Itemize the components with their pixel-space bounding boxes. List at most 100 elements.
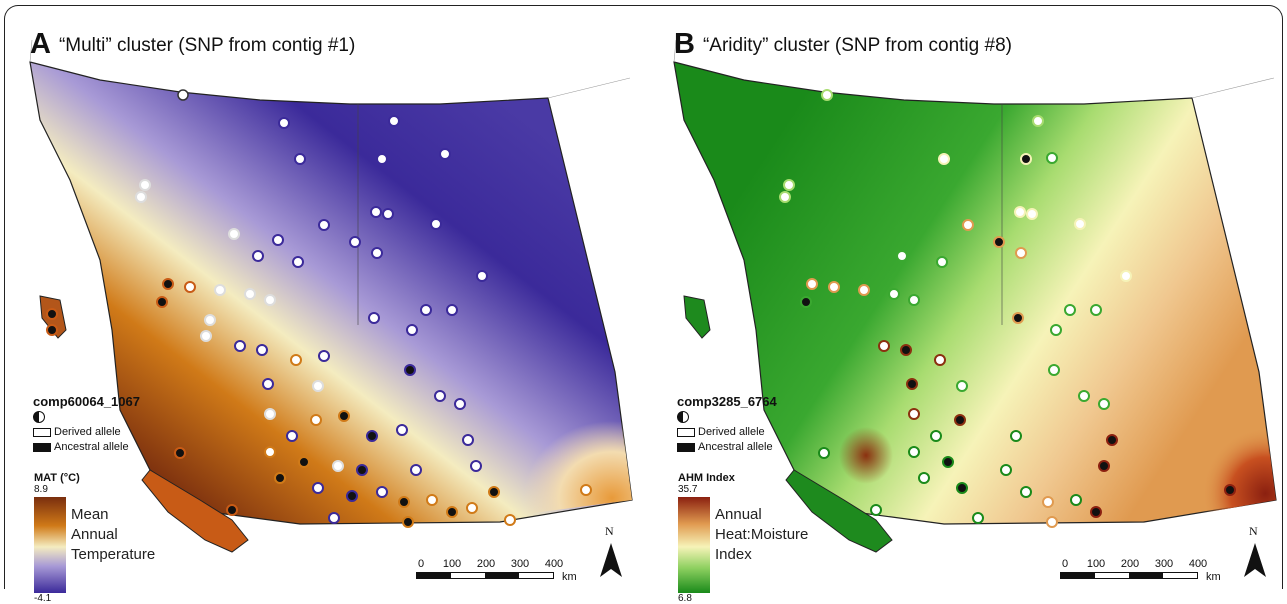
sample-point xyxy=(1070,494,1082,506)
sample-point xyxy=(177,89,189,101)
ancestral-swatch xyxy=(33,442,51,452)
sample-point xyxy=(1000,464,1012,476)
scale-tick: 400 xyxy=(1188,558,1208,570)
sample-point xyxy=(954,414,966,426)
scale-tick: 100 xyxy=(1086,558,1106,570)
legend-ancestral: Ancestral allele xyxy=(677,441,867,453)
sample-point xyxy=(398,496,410,508)
sample-point xyxy=(900,344,912,356)
scale-bar-b: 0 100 200 300 400 km xyxy=(1060,558,1221,583)
sample-point xyxy=(446,506,458,518)
sample-point xyxy=(382,208,394,220)
sample-point xyxy=(930,430,942,442)
sample-point xyxy=(1014,206,1026,218)
sample-point xyxy=(376,486,388,498)
sample-point xyxy=(1010,430,1022,442)
panel-b-title: B “Aridity” cluster (SNP from contig #8) xyxy=(674,28,1012,61)
sample-point xyxy=(1074,218,1086,230)
sample-point xyxy=(938,153,950,165)
sample-point xyxy=(139,179,151,191)
sample-point xyxy=(818,447,830,459)
sample-point xyxy=(256,344,268,356)
derived-swatch xyxy=(33,427,51,437)
sample-point xyxy=(870,504,882,516)
legend-ancestral-label: Ancestral allele xyxy=(698,441,773,453)
sample-point xyxy=(162,278,174,290)
scale-desc-line: Mean xyxy=(71,506,109,523)
snp-label: comp3285_6764 xyxy=(677,394,777,409)
sample-point xyxy=(936,256,948,268)
scale-bar-a: 0 100 200 300 400 km xyxy=(416,558,577,583)
sample-point xyxy=(1090,304,1102,316)
sample-point xyxy=(264,408,276,420)
half-filled-circle-icon xyxy=(677,411,689,423)
sample-point xyxy=(580,484,592,496)
sample-point xyxy=(406,324,418,336)
sample-point xyxy=(779,191,791,203)
sample-point xyxy=(1098,398,1110,410)
map-b xyxy=(673,39,1277,553)
scale-tick: 0 xyxy=(417,558,425,570)
sample-point xyxy=(174,447,186,459)
sample-point xyxy=(368,312,380,324)
scale-bar-segments xyxy=(1060,572,1198,579)
sample-point xyxy=(1064,304,1076,316)
sample-point xyxy=(292,256,304,268)
sample-point xyxy=(466,502,478,514)
sample-point xyxy=(264,294,276,306)
scale-tick: 300 xyxy=(1154,558,1174,570)
legend-derived: Derived allele xyxy=(33,426,223,438)
sample-point xyxy=(888,288,900,300)
scale-tick: 200 xyxy=(476,558,496,570)
sample-point xyxy=(1098,460,1110,472)
sample-point xyxy=(476,270,488,282)
scale-desc-line: Annual xyxy=(71,526,118,543)
panel-title-text: “Multi” cluster (SNP from contig #1) xyxy=(58,35,356,56)
scale-tick: 300 xyxy=(510,558,530,570)
scale-description: Annual Heat:Moisture Index xyxy=(715,505,808,565)
north-arrow-a: N xyxy=(598,524,624,584)
sample-point xyxy=(1026,208,1038,220)
sample-point xyxy=(1050,324,1062,336)
sample-point xyxy=(426,494,438,506)
color-scale-a: MAT (°C) 8.9 -4.1 Mean Annual Temperatur… xyxy=(34,472,155,604)
sample-point xyxy=(278,117,290,129)
sample-point xyxy=(376,153,388,165)
legend-derived-label: Derived allele xyxy=(698,426,765,438)
snp-label: comp60064_1067 xyxy=(33,394,140,409)
sample-point xyxy=(783,179,795,191)
sample-point xyxy=(1078,390,1090,402)
legend-derived: Derived allele xyxy=(677,426,867,438)
north-arrow-icon xyxy=(1244,543,1266,577)
sample-point xyxy=(396,424,408,436)
sample-point xyxy=(878,340,890,352)
sample-point xyxy=(1046,516,1058,528)
sample-point xyxy=(1120,270,1132,282)
sample-point xyxy=(349,236,361,248)
scale-max: 35.7 xyxy=(678,484,698,495)
north-arrow-b: N xyxy=(1242,524,1268,584)
sample-point xyxy=(908,408,920,420)
panel-a-title: A “Multi” cluster (SNP from contig #1) xyxy=(30,28,355,61)
scale-bar-segments xyxy=(416,572,554,579)
scale-desc-line: Heat:Moisture xyxy=(715,526,809,543)
color-scale-b: AHM Index 35.7 6.8 Annual Heat:Moisture … xyxy=(678,472,808,604)
allele-legend-b: comp3285_6764 Derived allele Ancestral a… xyxy=(677,394,867,453)
sample-point xyxy=(1090,506,1102,518)
sample-point xyxy=(956,482,968,494)
sample-point xyxy=(908,294,920,306)
color-bar xyxy=(678,497,710,593)
sample-point xyxy=(366,430,378,442)
sample-point xyxy=(896,250,908,262)
scale-description: Mean Annual Temperature xyxy=(71,505,155,565)
sample-point xyxy=(1046,152,1058,164)
sample-point xyxy=(46,308,58,320)
scale-tick: 200 xyxy=(1120,558,1140,570)
scale-desc-line: Annual xyxy=(715,506,762,523)
sample-point xyxy=(462,434,474,446)
sample-point xyxy=(1048,364,1060,376)
sample-point xyxy=(434,390,446,402)
sample-point xyxy=(806,278,818,290)
scale-desc-line: Temperature xyxy=(71,546,156,563)
panel-letter: A xyxy=(30,28,51,60)
